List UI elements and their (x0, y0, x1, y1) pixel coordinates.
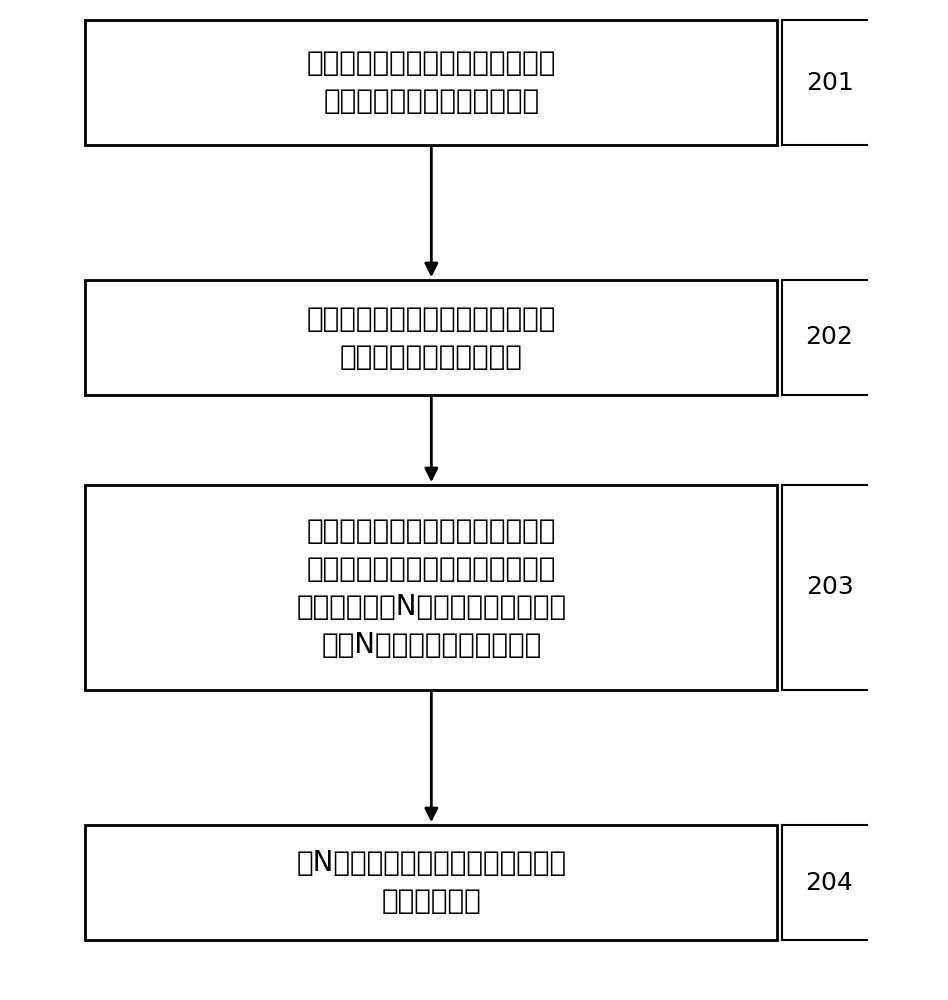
FancyBboxPatch shape (85, 485, 777, 690)
FancyBboxPatch shape (85, 825, 777, 940)
FancyBboxPatch shape (85, 20, 777, 145)
Text: 路的各个输出端口的所述射频输入: 路的各个输出端口的所述射频输入 (306, 554, 556, 582)
Text: 接收波束赋形指令以及外部方向图: 接收波束赋形指令以及外部方向图 (306, 49, 556, 78)
Text: 202: 202 (806, 326, 853, 350)
Text: 的多通道天线: 的多通道天线 (381, 888, 482, 916)
Text: 将N路射频输出信号发送给需要测试: 将N路射频输出信号发送给需要测试 (297, 850, 566, 878)
Text: 中，N为多通道天线的通道数: 中，N为多通道天线的通道数 (321, 631, 541, 658)
Text: 204: 204 (806, 870, 853, 894)
Text: 试所使用的波束赋形权值: 试所使用的波束赋形权值 (340, 342, 522, 370)
Text: 根据所述波束赋形指令确定本次测: 根据所述波束赋形指令确定本次测 (306, 304, 556, 332)
Text: 203: 203 (806, 576, 853, 599)
FancyBboxPatch shape (85, 280, 777, 395)
Text: 依据所述波束赋形权值调整输出电: 依据所述波束赋形权值调整输出电 (306, 516, 556, 544)
Text: 信号后，形成N路射频输出信号，其: 信号后，形成N路射频输出信号，其 (297, 592, 566, 620)
Text: 201: 201 (806, 70, 853, 95)
Text: 测试系统发送的射频输入信号: 测试系统发送的射频输入信号 (323, 88, 539, 115)
